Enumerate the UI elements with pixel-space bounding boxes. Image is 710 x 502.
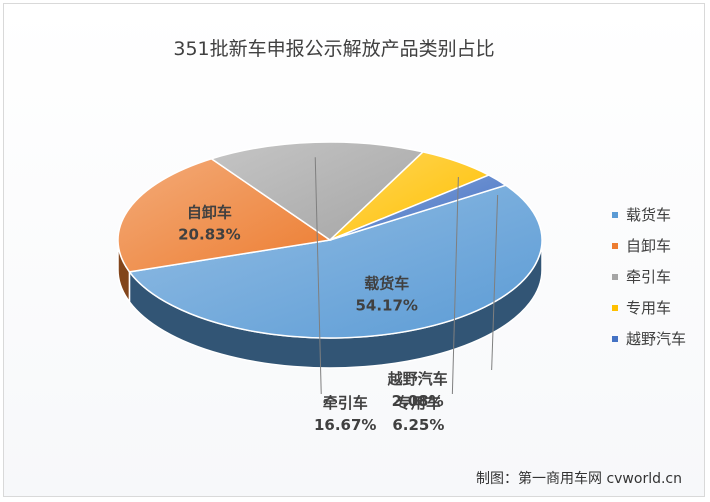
legend-item: 自卸车	[612, 230, 686, 261]
leader-line	[451, 176, 459, 395]
slice-label: 20.83%	[178, 225, 240, 243]
legend-item: 越野汽车	[612, 323, 686, 354]
legend-swatch-icon	[612, 335, 618, 342]
pie-tops	[117, 141, 543, 339]
leader-line	[491, 194, 499, 371]
legend-label: 专用车	[626, 299, 672, 317]
legend-label: 越野汽车	[626, 330, 687, 348]
leader-line	[314, 157, 322, 395]
slice-label: 专用车	[396, 394, 441, 412]
legend-label: 自卸车	[626, 237, 672, 255]
legend-swatch-icon	[612, 304, 618, 311]
pie-slice	[128, 184, 543, 339]
slice-label: 越野汽车	[387, 370, 448, 388]
legend-item: 专用车	[612, 292, 686, 323]
pie-slice	[117, 157, 332, 273]
slice-label: 自卸车	[187, 203, 232, 221]
legend-item: 牵引车	[612, 261, 686, 292]
pie-slice	[209, 141, 425, 241]
legend-swatch-icon	[612, 242, 618, 249]
slice-label: 16.67%	[314, 416, 376, 434]
legend: 载货车 自卸车 牵引车 专用车 越野汽车	[612, 199, 686, 354]
legend-swatch-icon	[612, 273, 618, 280]
slice-label: 6.25%	[392, 416, 444, 434]
chart-credit: 制图：第一商用车网 cvworld.cn	[476, 471, 683, 487]
slice-label: 牵引车	[323, 394, 368, 412]
chart-title: 351批新车申报公示解放产品类别占比	[173, 38, 495, 60]
legend-label: 载货车	[626, 206, 672, 224]
slice-labels: 载货车 54.17% 自卸车 20.83% 牵引车 16.67% 专用车 6.25% 越野汽车 2…	[178, 203, 448, 434]
slice-label: 2.08%	[392, 392, 444, 410]
legend-label: 牵引车	[626, 268, 672, 286]
slice-label: 54.17%	[355, 297, 417, 315]
leader-lines	[314, 157, 499, 395]
legend-swatch-icon	[612, 211, 618, 218]
legend-item: 载货车	[612, 199, 686, 230]
slice-label: 载货车	[364, 275, 409, 293]
pie-slice	[329, 174, 508, 241]
